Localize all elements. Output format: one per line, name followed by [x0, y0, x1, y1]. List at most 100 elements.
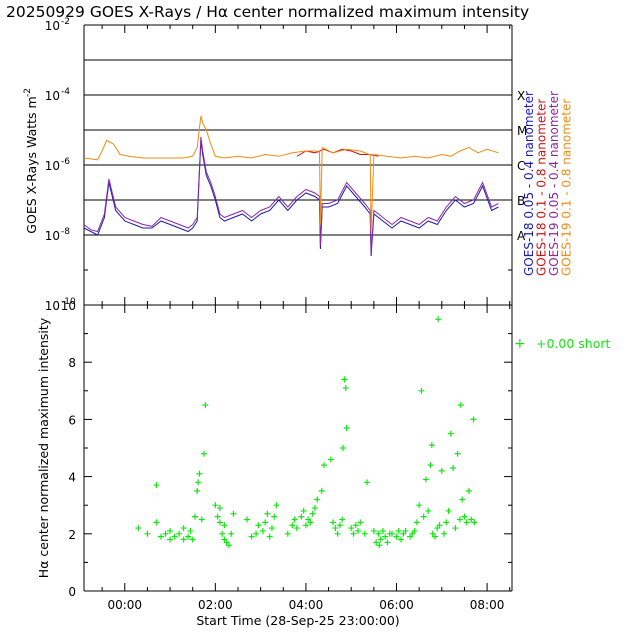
data-point — [185, 533, 192, 540]
data-point — [350, 530, 357, 537]
data-point — [422, 476, 429, 483]
legend-entry: GOES-18 0.05 - 0.4 nanometer — [522, 91, 536, 276]
legend-label: +0.00 short — [536, 336, 611, 351]
data-point — [314, 496, 321, 503]
data-point — [194, 487, 201, 494]
y-tick-label: 10 — [45, 89, 60, 103]
y-tick-exponent: -4 — [61, 87, 70, 97]
data-point — [428, 442, 435, 449]
y-tick-label: 10 — [45, 19, 60, 33]
data-point — [302, 522, 309, 529]
series-line — [296, 148, 379, 157]
data-point — [441, 530, 448, 537]
data-point — [307, 519, 314, 526]
flare-class-labels: B C M X A — [517, 89, 527, 243]
data-point — [214, 513, 221, 520]
data-point — [262, 519, 269, 526]
data-point — [352, 522, 359, 529]
data-point — [436, 522, 443, 529]
data-point — [393, 533, 400, 540]
data-point — [135, 525, 142, 532]
x-ticks: 00:00 02:00 04:00 06:00 08:00 — [101, 25, 511, 612]
data-point — [273, 502, 280, 509]
data-point — [398, 536, 405, 543]
y-tick-label: 10 — [61, 299, 76, 313]
data-point — [293, 525, 300, 532]
series-line — [83, 115, 499, 232]
y-tick-label: 2 — [68, 528, 76, 542]
data-point — [370, 527, 377, 534]
data-point — [461, 513, 468, 520]
x-axis-label: Start Time (28-Sep-25 23:00:00) — [196, 613, 399, 628]
top-y-label-text: GOES X-Rays Watts m — [24, 96, 39, 233]
series-line — [83, 140, 499, 257]
top-y-label: GOES X-Rays Watts m-2 — [23, 88, 39, 234]
data-point — [445, 507, 452, 514]
data-point — [162, 530, 169, 537]
data-point — [339, 516, 346, 523]
flare-class-label: X — [517, 89, 525, 103]
data-point — [456, 516, 463, 523]
data-point — [264, 510, 271, 517]
halpha-scatter-chart: 0 2 4 6 8 10 00:00 02:00 04:00 06:00 08:00 Hα cen… — [36, 25, 611, 628]
data-point — [463, 519, 470, 526]
data-point — [271, 513, 278, 520]
legend-entry: GOES-18 0.1 - 0.8 nanometer — [535, 99, 549, 276]
data-point — [230, 510, 237, 517]
flare-class-label: C — [517, 159, 525, 173]
data-point — [382, 533, 389, 540]
legend-marker: + — [514, 336, 526, 352]
data-point — [300, 507, 307, 514]
data-point — [212, 502, 219, 509]
figure-title: 20250929 GOES X-Rays / Hα center normali… — [6, 3, 529, 21]
data-point — [340, 445, 347, 451]
data-point — [309, 510, 316, 517]
x-tick-label: 02:00 — [198, 598, 233, 612]
data-point — [311, 505, 318, 512]
data-point — [413, 519, 420, 526]
data-point — [342, 384, 349, 391]
data-point — [465, 487, 472, 494]
data-point — [219, 530, 226, 537]
halpha-legend: + +0.00 short — [514, 336, 611, 352]
x-tick-label: 00:00 — [107, 598, 142, 612]
data-point — [216, 519, 223, 526]
data-point — [377, 536, 384, 543]
data-point — [180, 525, 187, 532]
data-point — [176, 530, 183, 537]
data-point — [376, 542, 383, 549]
data-point — [195, 479, 202, 486]
y-tick-label: 10 — [45, 229, 60, 243]
data-point — [259, 527, 266, 534]
data-point — [336, 522, 343, 529]
data-point — [167, 536, 174, 543]
data-point — [355, 527, 362, 534]
data-point — [454, 450, 461, 457]
data-point — [144, 530, 151, 537]
legend-entry: GOES-19 0.05 - 0.4 nanometer — [547, 91, 561, 276]
data-point — [318, 487, 325, 494]
data-point — [202, 402, 209, 409]
data-point — [468, 516, 475, 523]
data-point — [153, 482, 160, 489]
series-line — [83, 136, 499, 253]
data-point — [452, 525, 459, 532]
data-point — [343, 424, 350, 431]
data-point — [298, 513, 305, 520]
data-point — [341, 376, 348, 383]
data-point — [327, 456, 334, 463]
data-point — [201, 450, 208, 457]
data-point — [284, 530, 291, 537]
y-tick-exponent: -6 — [61, 157, 70, 167]
y-tick-label: 6 — [68, 413, 76, 427]
data-point — [402, 527, 409, 534]
data-point — [321, 462, 328, 469]
data-point — [216, 505, 223, 512]
bottom-y-ticks: 0 2 4 6 8 10 — [61, 299, 512, 599]
data-point — [425, 507, 432, 514]
y-tick-exponent: -8 — [61, 227, 70, 237]
data-point — [330, 519, 337, 526]
flare-level-gridlines — [84, 59, 512, 236]
top-y-label-exponent: -2 — [23, 88, 33, 97]
